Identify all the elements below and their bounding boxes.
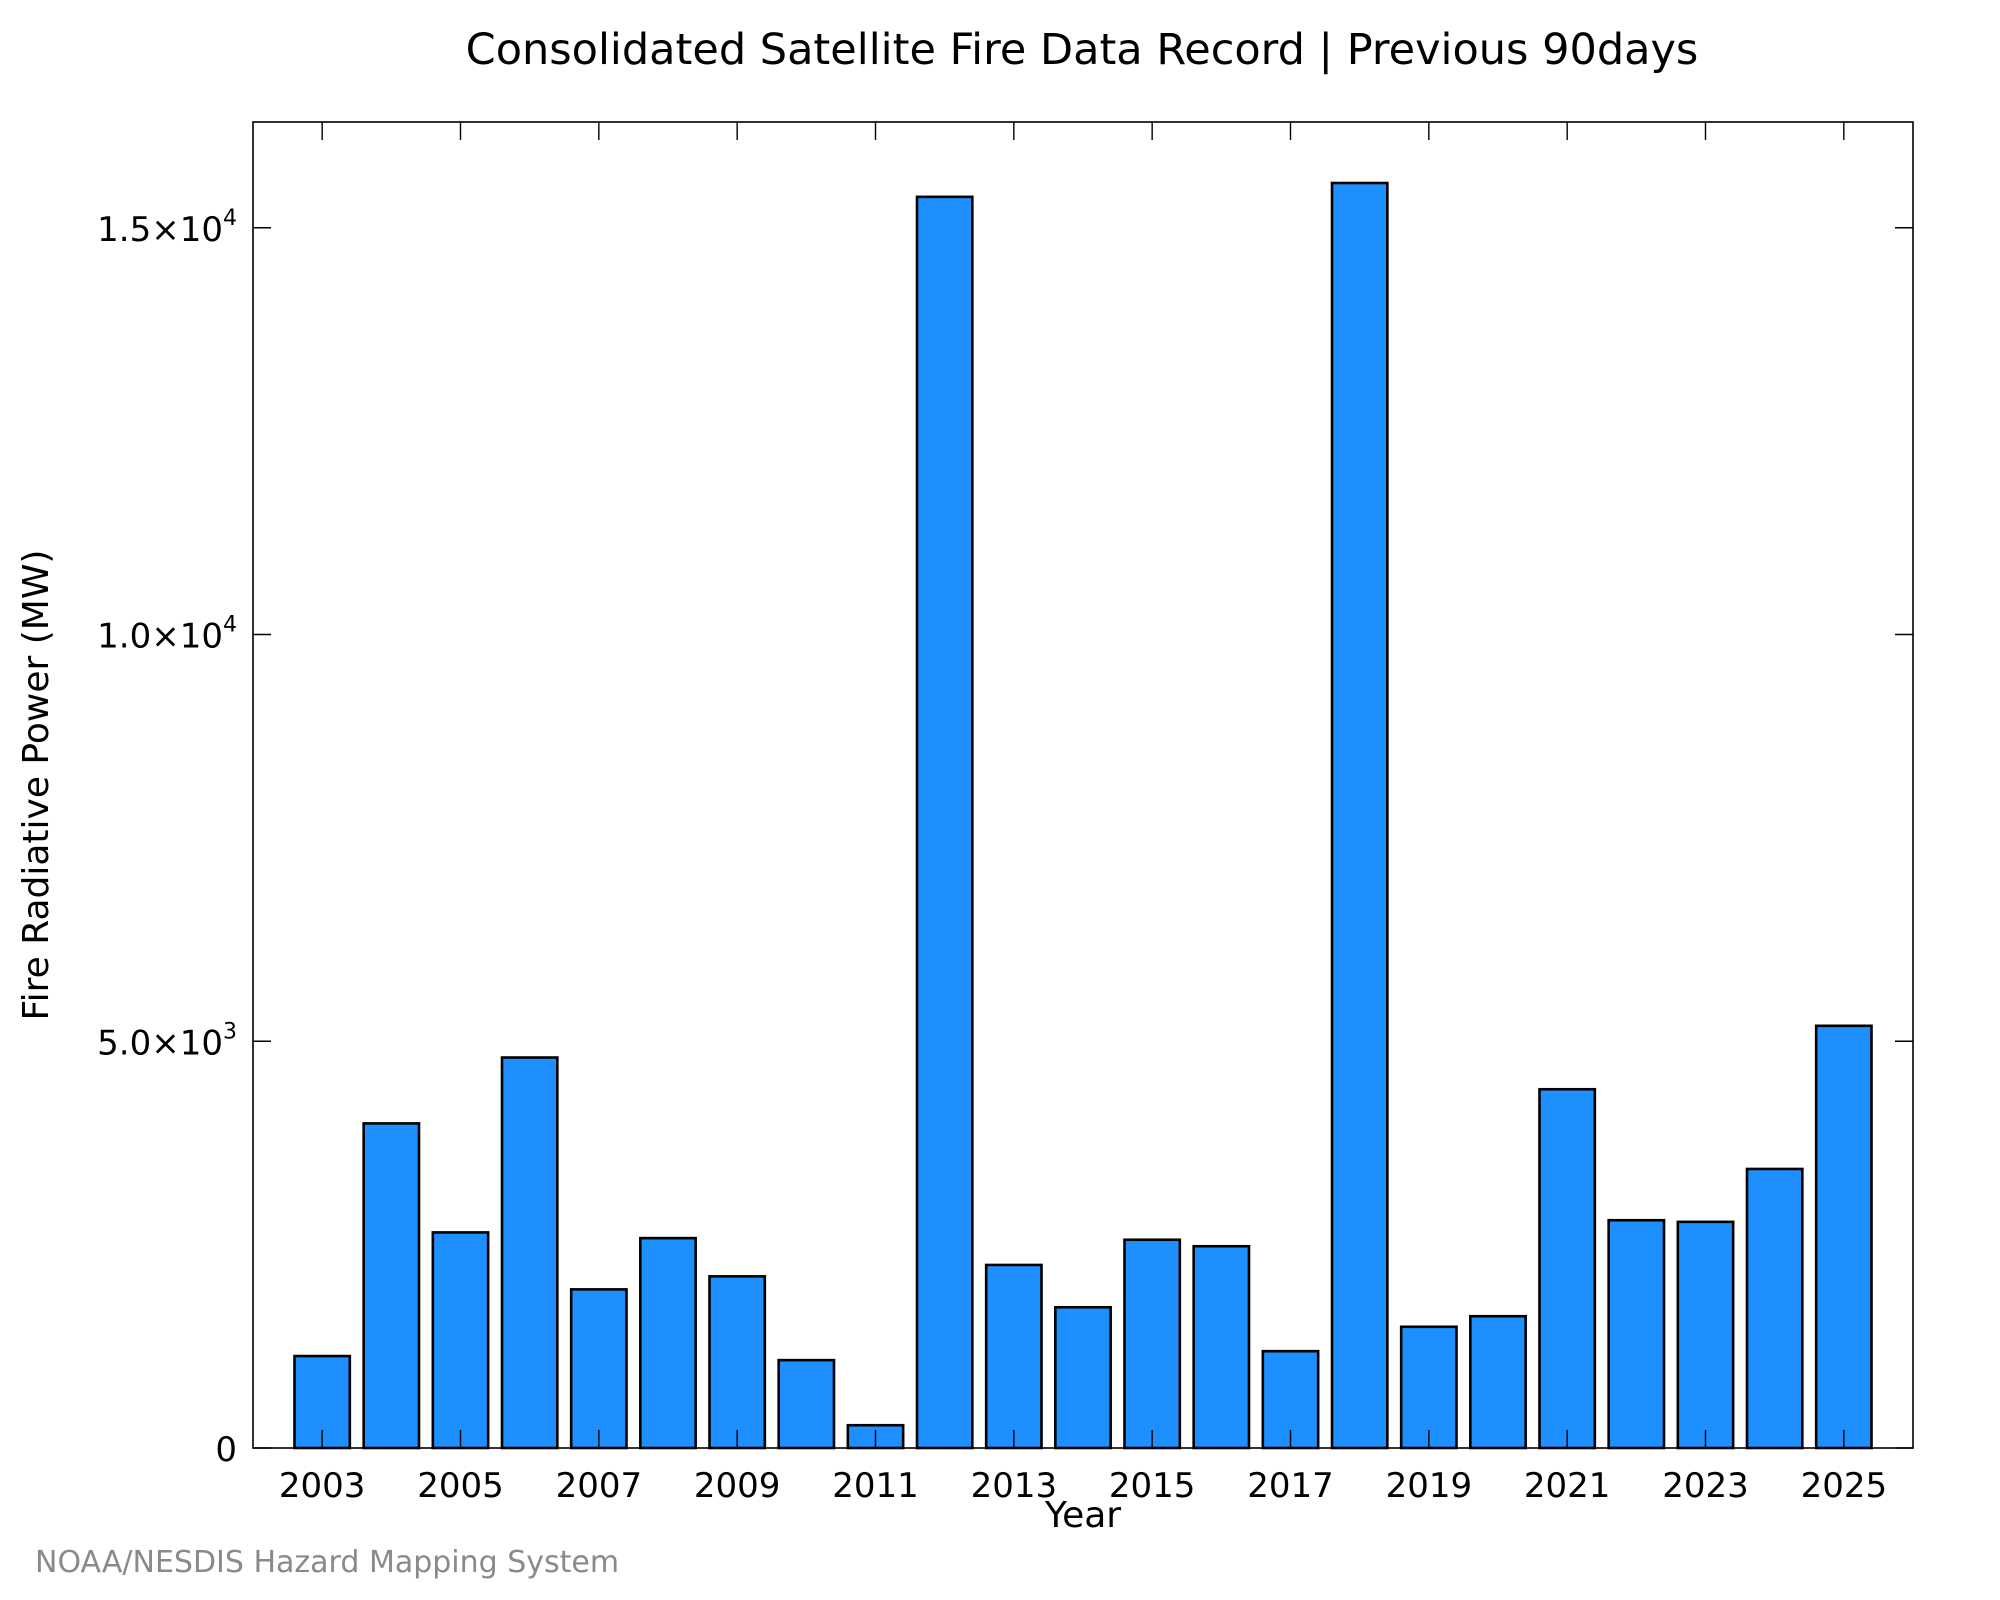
bar-2010: [777, 1358, 836, 1450]
bar-2023: [1676, 1220, 1735, 1450]
bar-2021: [1538, 1087, 1597, 1450]
bar-2006: [500, 1056, 559, 1450]
x-tick-label-2019: 2019: [1386, 1466, 1473, 1506]
bar-2013: [984, 1263, 1043, 1450]
y-tick-label-15000: 1.5×104: [97, 206, 237, 250]
bar-2004: [362, 1122, 421, 1450]
x-tick-label-2005: 2005: [417, 1466, 504, 1506]
plot-frame: [252, 121, 1914, 1449]
chart-title: Consolidated Satellite Fire Data Record …: [466, 25, 1699, 75]
bar-2025: [1814, 1024, 1873, 1450]
x-tick-label-2011: 2011: [832, 1466, 919, 1506]
source-attribution: NOAA/NESDIS Hazard Mapping System: [35, 1545, 619, 1580]
bar-2009: [708, 1275, 767, 1450]
y-tick-label-0: 0: [215, 1430, 237, 1470]
y-axis-label: Fire Radiative Power (MW): [16, 550, 57, 1021]
bar-2005: [431, 1231, 490, 1450]
bars-layer: [293, 181, 1873, 1450]
bar-2007: [569, 1288, 628, 1450]
bar-2018: [1330, 181, 1389, 1450]
x-tick-label-2023: 2023: [1662, 1466, 1749, 1506]
y-tick-label-5000: 5.0×103: [97, 1019, 237, 1063]
bar-2015: [1123, 1238, 1182, 1450]
y-tick-labels: 0 5.0×103 1.0×104 1.5×104: [97, 206, 237, 1470]
bar-2019: [1399, 1325, 1458, 1450]
x-axis-label: Year: [1044, 1495, 1121, 1536]
x-tick-label-2013: 2013: [971, 1466, 1058, 1506]
y-tick-label-10000: 1.0×104: [97, 613, 237, 657]
bar-2008: [639, 1236, 697, 1450]
bar-2016: [1192, 1244, 1251, 1450]
x-tick-label-2007: 2007: [556, 1466, 643, 1506]
ticks-layer: [253, 122, 1913, 1449]
bar-2014: [1054, 1305, 1112, 1450]
bar-2024: [1745, 1167, 1804, 1450]
bar-2022: [1607, 1218, 1666, 1450]
x-tick-label-2009: 2009: [694, 1466, 781, 1506]
x-tick-label-2003: 2003: [279, 1466, 366, 1506]
bar-2012: [915, 195, 974, 1450]
x-tick-label-2025: 2025: [1801, 1466, 1888, 1506]
x-tick-label-2017: 2017: [1247, 1466, 1334, 1506]
x-tick-label-2021: 2021: [1524, 1466, 1611, 1506]
x-tick-label-2015: 2015: [1109, 1466, 1196, 1506]
bar-2020: [1469, 1314, 1527, 1450]
x-tick-labels: 2003 2005 2007 2009 2011 2013 2015 2017 2019 2021…: [279, 1466, 1887, 1506]
